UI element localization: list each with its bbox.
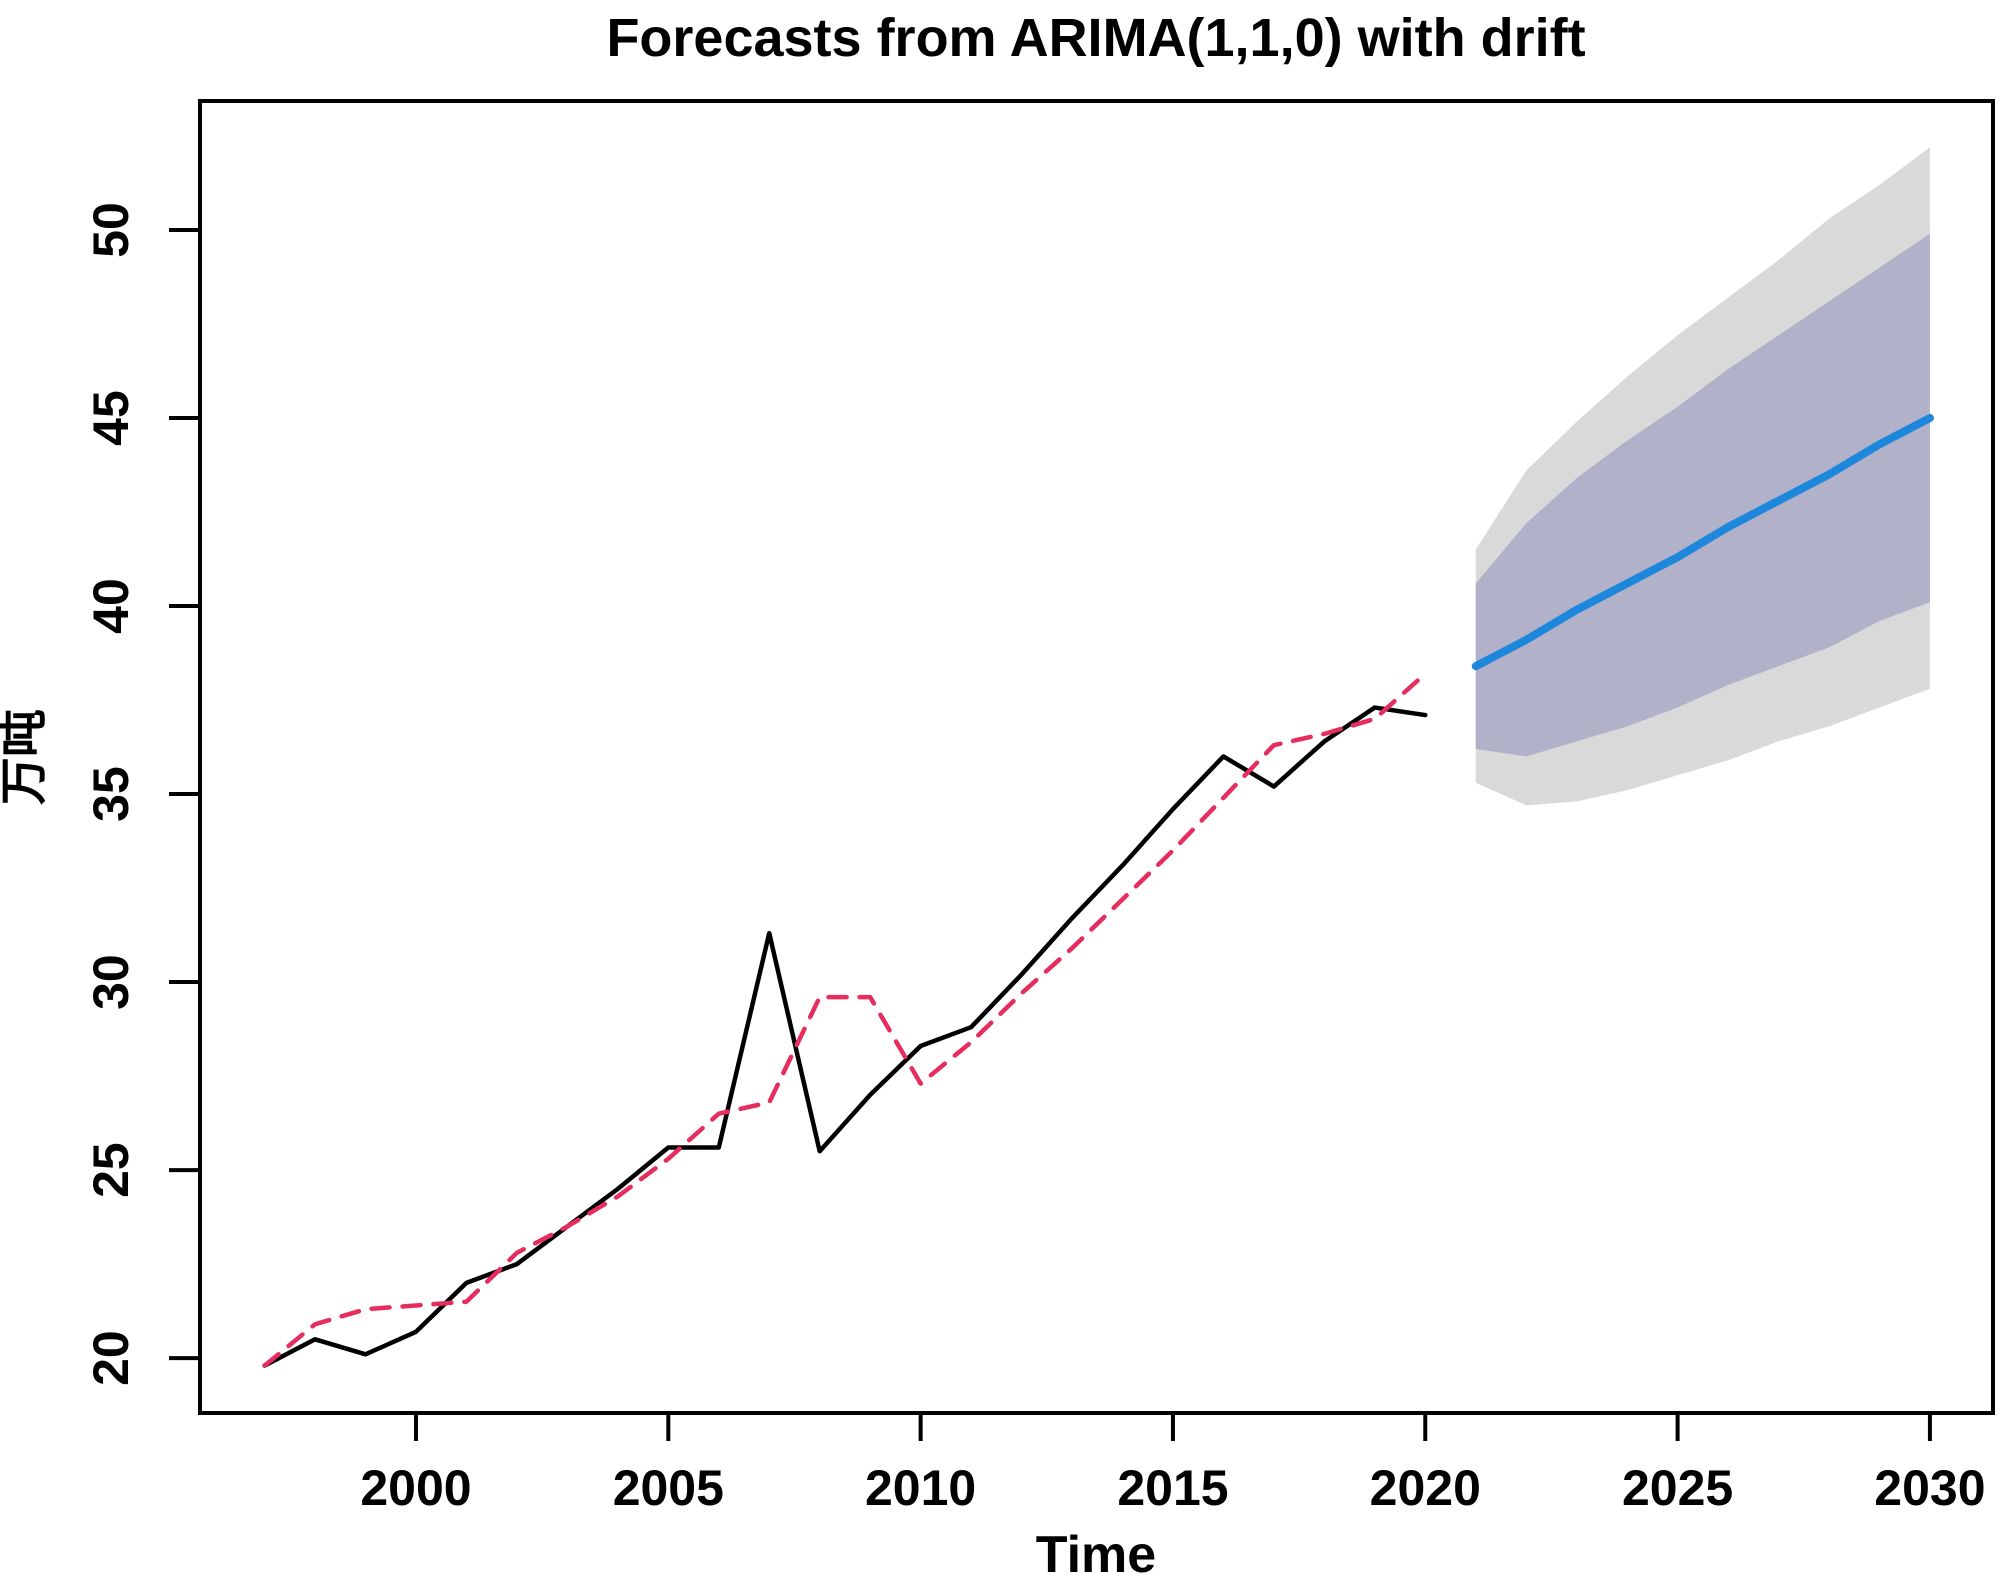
y-tick-label: 50 (83, 202, 139, 258)
chart-title: Forecasts from ARIMA(1,1,0) with drift (606, 8, 1585, 68)
y-tick-label: 45 (83, 390, 139, 446)
x-tick-label: 2010 (865, 1460, 976, 1516)
observed-line (262, 705, 1428, 1368)
y-axis-label: 万吨 (0, 709, 51, 805)
series-lines (262, 414, 1934, 1368)
fitted-line (262, 671, 1428, 1368)
forecast-mean-line (1471, 414, 1934, 671)
x-tick-label: 2020 (1370, 1460, 1481, 1516)
x-tick-label: 2015 (1117, 1460, 1228, 1516)
axis-ticks: 2000 2005 2010 2015 2020 2025 2030202530354045… (83, 202, 1986, 1516)
y-tick-label: 40 (83, 578, 139, 634)
x-tick-label: 2030 (1874, 1460, 1985, 1516)
y-tick-label: 35 (83, 766, 139, 822)
x-tick-label: 2025 (1622, 1460, 1733, 1516)
plot-border (198, 99, 1995, 1415)
x-tick-label: 2000 (360, 1460, 471, 1516)
y-tick-label: 30 (83, 954, 139, 1010)
y-tick-label: 20 (83, 1330, 139, 1386)
ci-80-band (1475, 233, 1930, 757)
y-tick-label: 25 (83, 1142, 139, 1198)
x-axis-label: Time (1036, 1526, 1156, 1584)
x-tick-label: 2005 (613, 1460, 724, 1516)
confidence-bands (1475, 147, 1930, 806)
